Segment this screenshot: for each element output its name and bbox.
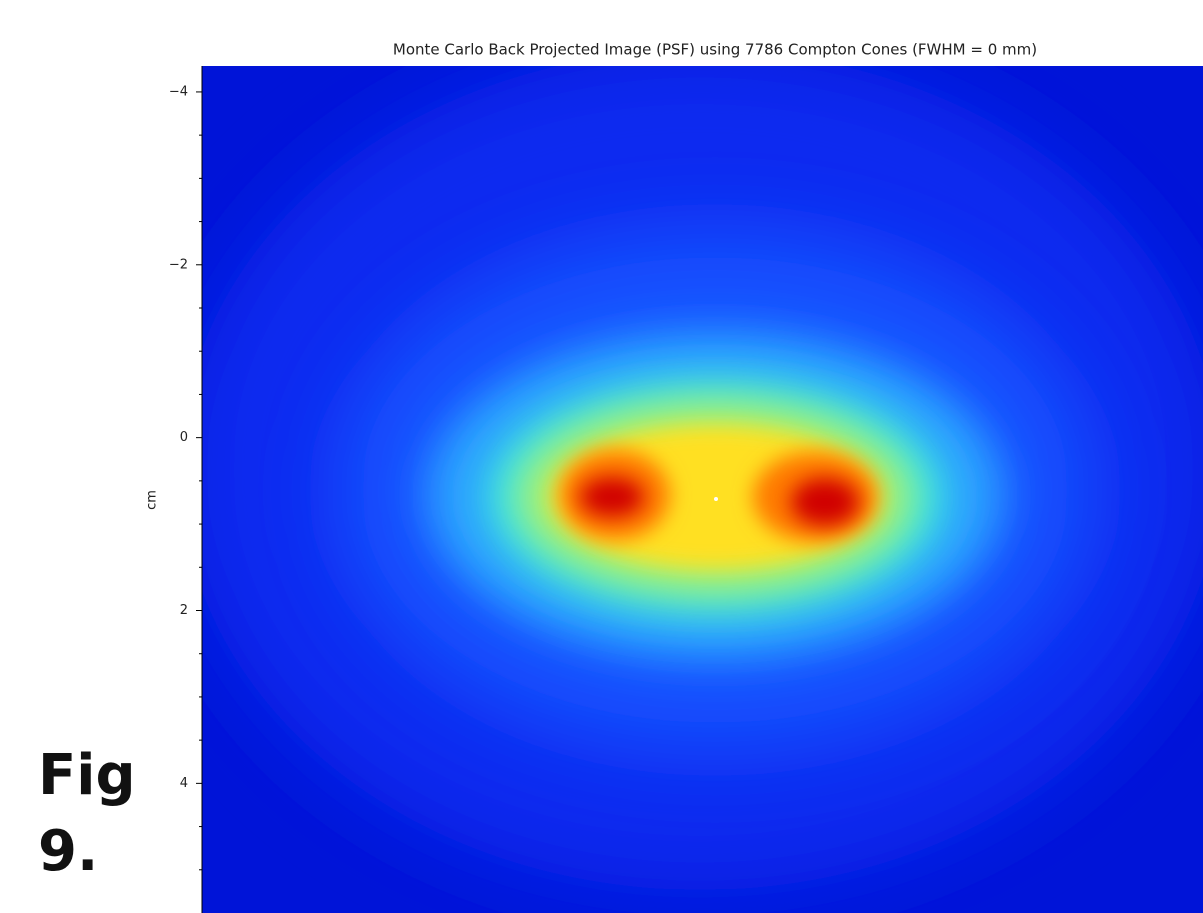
- y-tick-label: 2: [180, 603, 188, 618]
- heatmap-image: [202, 66, 1203, 913]
- y-tick-label: 4: [180, 776, 188, 791]
- y-tick-label: −2: [169, 257, 188, 272]
- y-axis-label: cm: [145, 490, 160, 510]
- y-tick-label: −4: [169, 84, 188, 99]
- chart-title: Monte Carlo Back Projected Image (PSF) u…: [393, 41, 1037, 59]
- figure-caption: Fig 9.: [38, 743, 136, 884]
- y-tick-label: 0: [180, 430, 188, 445]
